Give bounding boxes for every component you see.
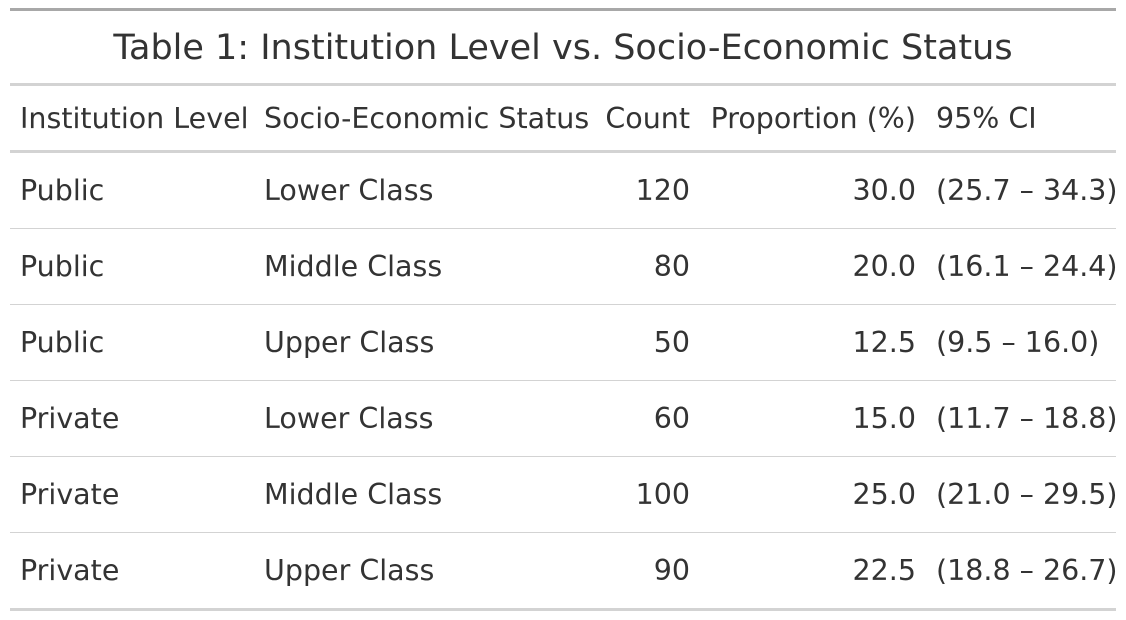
- cell-ci: (16.1 – 24.4): [926, 228, 1116, 305]
- cell-count: 80: [594, 228, 700, 305]
- cell-count: 60: [594, 380, 700, 457]
- cell-count: 120: [594, 151, 700, 229]
- cell-ci: (11.7 – 18.8): [926, 380, 1116, 457]
- cell-socio-economic-status: Upper Class: [254, 532, 594, 611]
- summary-table: Table 1: Institution Level vs. Socio-Eco…: [10, 8, 1116, 611]
- cell-socio-economic-status: Upper Class: [254, 304, 594, 381]
- data-table: Institution Level Socio-Economic Status …: [10, 86, 1116, 611]
- table-row: Public Lower Class 120 30.0 (25.7 – 34.3…: [10, 151, 1116, 229]
- cell-count: 90: [594, 532, 700, 611]
- cell-socio-economic-status: Lower Class: [254, 380, 594, 457]
- cell-proportion: 20.0: [700, 228, 926, 305]
- column-header-socio-economic-status: Socio-Economic Status: [254, 86, 594, 153]
- cell-institution-level: Public: [10, 228, 254, 305]
- cell-ci: (9.5 – 16.0): [926, 304, 1116, 381]
- table-row: Private Middle Class 100 25.0 (21.0 – 29…: [10, 456, 1116, 533]
- column-header-proportion: Proportion (%): [700, 86, 926, 153]
- cell-institution-level: Private: [10, 380, 254, 457]
- column-header-ci: 95% CI: [926, 86, 1116, 153]
- cell-socio-economic-status: Middle Class: [254, 456, 594, 533]
- cell-count: 50: [594, 304, 700, 381]
- table-row: Public Middle Class 80 20.0 (16.1 – 24.4…: [10, 228, 1116, 305]
- column-header-institution-level: Institution Level: [10, 86, 254, 153]
- cell-institution-level: Public: [10, 304, 254, 381]
- cell-socio-economic-status: Lower Class: [254, 151, 594, 229]
- table-row: Private Lower Class 60 15.0 (11.7 – 18.8…: [10, 380, 1116, 457]
- column-header-count: Count: [594, 86, 700, 153]
- cell-proportion: 22.5: [700, 532, 926, 611]
- cell-ci: (25.7 – 34.3): [926, 151, 1116, 229]
- header-row: Institution Level Socio-Economic Status …: [10, 86, 1116, 153]
- cell-institution-level: Public: [10, 151, 254, 229]
- table-row: Public Upper Class 50 12.5 (9.5 – 16.0): [10, 304, 1116, 381]
- top-rule: [10, 8, 1116, 11]
- cell-ci: (21.0 – 29.5): [926, 456, 1116, 533]
- cell-socio-economic-status: Middle Class: [254, 228, 594, 305]
- table-title: Table 1: Institution Level vs. Socio-Eco…: [113, 28, 1013, 68]
- cell-ci: (18.8 – 26.7): [926, 532, 1116, 611]
- cell-proportion: 25.0: [700, 456, 926, 533]
- cell-proportion: 30.0: [700, 151, 926, 229]
- cell-proportion: 15.0: [700, 380, 926, 457]
- cell-count: 100: [594, 456, 700, 533]
- cell-institution-level: Private: [10, 456, 254, 533]
- cell-institution-level: Private: [10, 532, 254, 611]
- cell-proportion: 12.5: [700, 304, 926, 381]
- table-row: Private Upper Class 90 22.5 (18.8 – 26.7…: [10, 532, 1116, 611]
- title-rule: [10, 83, 1116, 86]
